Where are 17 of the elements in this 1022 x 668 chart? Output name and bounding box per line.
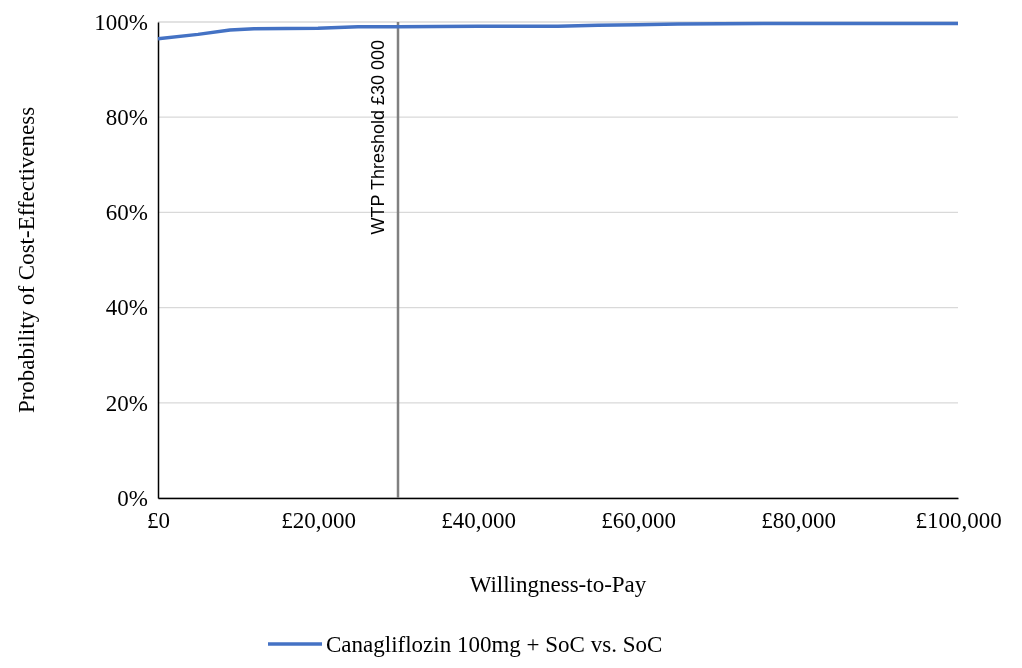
x-tick-label: £80,000 — [761, 508, 836, 534]
x-tick-label: £40,000 — [441, 508, 516, 534]
x-tick-label: £20,000 — [281, 508, 356, 534]
y-tick-label: 100% — [94, 9, 148, 35]
x-tick-label: £60,000 — [601, 508, 676, 534]
legend-label: Canagliflozin 100mg + SoC vs. SoC — [326, 632, 663, 657]
y-tick-label: 0% — [117, 485, 148, 511]
line-series — [156, 21, 960, 41]
x-tick-label: £100,000 — [915, 508, 1002, 534]
y-tick-label: 20% — [105, 390, 148, 416]
y-tick-label: 60% — [105, 200, 148, 226]
y-tick-label: 40% — [105, 295, 148, 321]
x-axis-title: Willingness-to-Pay — [469, 572, 647, 597]
x-tick-label: £0 — [147, 508, 170, 534]
y-axis-title: Probability of Cost-Effectiveness — [14, 106, 39, 414]
ref-line-label: WTP Threshold £30 000 — [368, 40, 388, 235]
y-tick-label: 80% — [105, 105, 148, 131]
